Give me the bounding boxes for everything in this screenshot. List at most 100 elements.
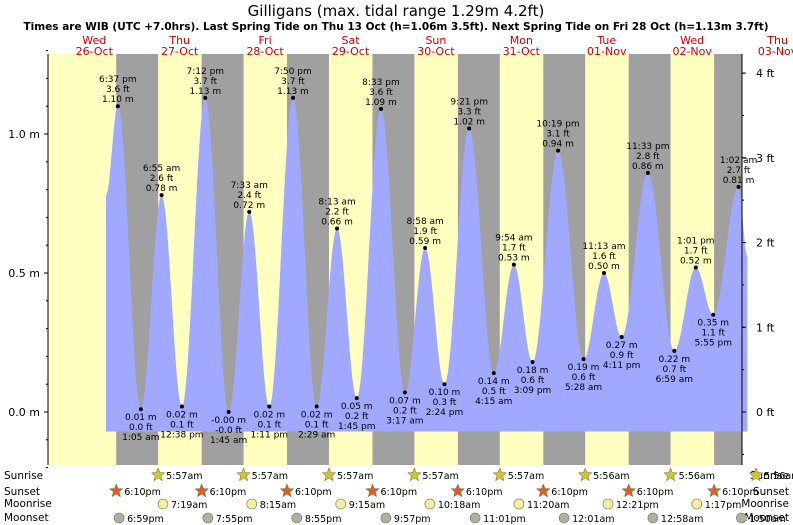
sunrise-icon bbox=[321, 467, 337, 482]
tide-point bbox=[530, 359, 535, 364]
tide-point bbox=[314, 404, 319, 409]
moonset-time: 12:01am bbox=[572, 514, 614, 525]
tide-point bbox=[467, 126, 472, 131]
moonset-time: 9:57pm bbox=[394, 514, 431, 525]
tide-time: 3:17 am bbox=[386, 417, 423, 427]
sunset-time: 6:10pm bbox=[380, 487, 417, 498]
tide-time: 5:55 pm bbox=[694, 339, 732, 349]
tide-height-ft: 0.1 ft bbox=[170, 420, 194, 430]
y-tick-label-m: 1.0 m bbox=[8, 128, 40, 141]
tide-height-m: 0.02 m bbox=[301, 410, 333, 420]
tide-time: 6:37 pm bbox=[99, 75, 137, 85]
tide-point bbox=[511, 262, 516, 267]
sunset-time: 6:10pm bbox=[722, 487, 759, 498]
day-name: Wed bbox=[680, 34, 704, 47]
sunset-icon bbox=[450, 483, 466, 498]
tide-events: 6:37 pm3.6 ft1.10 m0.01 m0.0 ft1:05 am6:… bbox=[99, 67, 757, 446]
day-name: Fri bbox=[259, 34, 272, 47]
sunset-icon bbox=[194, 483, 209, 498]
tide-height-ft: 0.1 ft bbox=[305, 420, 329, 430]
day-name: Thu bbox=[168, 34, 190, 47]
sunset-icon bbox=[108, 483, 124, 498]
tide-time: 7:12 pm bbox=[187, 67, 225, 77]
moonset-icon bbox=[647, 512, 659, 524]
sunset-row-label-right: Sunset bbox=[753, 486, 789, 498]
tide-height-m: 1.09 m bbox=[365, 98, 397, 108]
tide-time: 7:33 am bbox=[231, 181, 268, 191]
y-tick-label-m: 0.5 m bbox=[8, 267, 40, 280]
sunrise-time: 5:57am bbox=[252, 471, 288, 482]
tide-point bbox=[491, 371, 496, 376]
sunrise-time: 5:57am bbox=[166, 471, 202, 482]
sunrise-icon bbox=[748, 467, 764, 482]
tide-height-m: 0.50 m bbox=[588, 262, 620, 272]
moonset-icon bbox=[558, 512, 570, 524]
tide-height-m: 0.27 m bbox=[606, 341, 638, 351]
tide-height-ft: -0.0 ft bbox=[215, 426, 242, 436]
tide-height-m: 0.59 m bbox=[409, 237, 441, 247]
tide-time: 1:45 am bbox=[210, 436, 247, 446]
y-tick-label-ft: 3 ft bbox=[756, 152, 775, 165]
sunset-row-label-left: Sunset bbox=[4, 486, 40, 498]
tide-height-ft: 1.7 ft bbox=[502, 244, 526, 254]
tide-height-m: 1.13 m bbox=[189, 87, 221, 97]
moonset-row-label-left: Moonset bbox=[4, 512, 49, 524]
tide-height-ft: 0.6 ft bbox=[572, 373, 596, 383]
tide-height-ft: 2.2 ft bbox=[325, 208, 349, 218]
tide-point bbox=[138, 407, 143, 412]
tide-point bbox=[556, 148, 561, 153]
tide-height-ft: 3.3 ft bbox=[457, 107, 481, 117]
sunrise-time: 5:56am bbox=[679, 471, 715, 482]
day-date: 26-Oct bbox=[76, 45, 114, 58]
tide-height-m: 0.07 m bbox=[389, 397, 421, 407]
moonrise-icon bbox=[513, 498, 525, 510]
tide-height-m: 1.02 m bbox=[453, 117, 485, 127]
tide-time: 3:09 pm bbox=[514, 386, 552, 396]
tide-time: 1:02 am bbox=[720, 156, 757, 166]
sunrise-time: 5:57am bbox=[422, 471, 458, 482]
y-tick-label-ft: 4 ft bbox=[756, 67, 775, 80]
tide-point bbox=[693, 265, 698, 270]
tide-time: 4:15 am bbox=[475, 397, 512, 407]
tide-height-m: 0.66 m bbox=[321, 218, 353, 228]
sunset-time: 6:10pm bbox=[551, 487, 588, 498]
tide-point bbox=[442, 382, 447, 387]
chart-title: Gilligans (max. tidal range 1.29m 4.2ft) bbox=[248, 2, 545, 20]
tide-time: 1:45 pm bbox=[338, 422, 376, 432]
sunrise-icon bbox=[236, 467, 251, 482]
sunset-time: 6:10pm bbox=[295, 487, 332, 498]
tide-height-ft: 3.7 ft bbox=[193, 77, 217, 87]
tide-height-m: 0.18 m bbox=[517, 366, 549, 376]
tide-point bbox=[619, 334, 624, 339]
tide-point bbox=[203, 95, 208, 100]
y-tick-label-ft: 0 ft bbox=[756, 406, 775, 419]
tide-height-ft: 3.1 ft bbox=[546, 130, 570, 140]
tide-height-ft: 0.7 ft bbox=[662, 365, 686, 375]
day-name: Sat bbox=[341, 34, 360, 47]
tide-height-m: 0.10 m bbox=[429, 388, 461, 398]
day-date: 30-Oct bbox=[417, 45, 455, 58]
tide-time: 2:29 am bbox=[298, 430, 335, 440]
tide-height-m: 0.01 m bbox=[125, 413, 157, 423]
sunrise-time: 5:56am bbox=[593, 471, 629, 482]
sunset-time: 6:10pm bbox=[124, 487, 161, 498]
tide-point bbox=[601, 271, 606, 275]
day-name: Wed bbox=[82, 34, 106, 47]
tide-time: 7:50 pm bbox=[274, 67, 312, 77]
tide-height-ft: 0.9 ft bbox=[610, 351, 634, 361]
tide-height-m: 0.02 m bbox=[253, 410, 285, 420]
tide-time: 10:19 pm bbox=[536, 120, 579, 130]
day-name: Tue bbox=[596, 34, 616, 47]
day-name: Thu bbox=[766, 34, 788, 47]
y-tick-label-m: 0.0 m bbox=[8, 406, 40, 419]
moonset-time: 12:58am bbox=[661, 514, 703, 525]
tide-height-m: 0.94 m bbox=[542, 140, 574, 150]
sunrise-icon bbox=[492, 467, 508, 482]
tide-time: 4:11 pm bbox=[603, 361, 641, 371]
sunset-time: 6:10pm bbox=[637, 487, 674, 498]
moonset-icon bbox=[380, 512, 392, 524]
day-date: 02-Nov bbox=[672, 45, 712, 58]
sunrise-icon bbox=[577, 467, 593, 482]
tide-point bbox=[736, 184, 741, 189]
